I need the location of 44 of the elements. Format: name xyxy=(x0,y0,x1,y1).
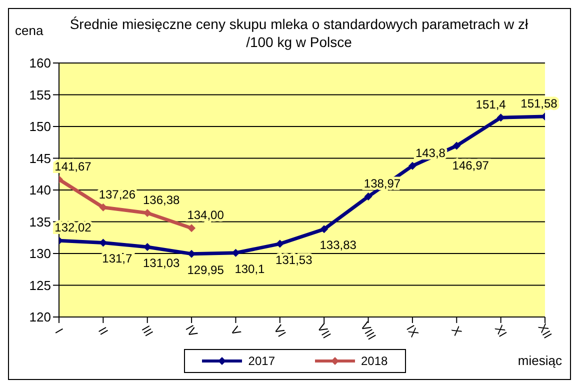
data-label: 131,7 xyxy=(102,252,133,266)
x-tick-label: II xyxy=(95,324,111,338)
y-tick-label: 160 xyxy=(29,56,51,71)
x-tick-label: V xyxy=(228,324,244,338)
y-tick-label: 120 xyxy=(29,310,51,325)
legend-label: 2017 xyxy=(248,354,275,368)
point xyxy=(320,225,328,234)
x-tick-label: I xyxy=(52,326,66,336)
x-tick-label: III xyxy=(138,323,156,339)
x-tick-label: IV xyxy=(182,322,200,340)
data-label: 131,03 xyxy=(143,256,180,270)
data-label: 129,95 xyxy=(187,262,224,277)
point xyxy=(452,142,461,150)
x-tick-label: XII xyxy=(535,321,555,341)
x-axis-title: miesiąc xyxy=(518,353,562,368)
y-tick-label: 140 xyxy=(29,182,51,198)
data-label: 133,83 xyxy=(320,238,357,252)
data-label: 130,1 xyxy=(234,262,266,276)
data-label: 151,58 xyxy=(520,96,558,110)
point xyxy=(408,162,416,170)
y-tick-label: 155 xyxy=(29,87,51,102)
legend-label: 2018 xyxy=(361,354,388,368)
y-tick-label: 125 xyxy=(29,278,51,293)
data-label: 151,4 xyxy=(476,98,506,112)
data-label: 137,26 xyxy=(98,187,136,202)
y-tick-label: 145 xyxy=(29,150,51,166)
data-label: 136,38 xyxy=(143,192,180,207)
x-tick-label: VIII xyxy=(358,320,379,342)
y-tick-label: 150 xyxy=(29,119,51,134)
data-label: 131,53 xyxy=(276,252,313,267)
x-tick-label: X xyxy=(448,324,465,338)
x-tick-label: IX xyxy=(404,322,422,340)
chart-title: Średnie miesięczne ceny skupu mleka o standardowych parametrach w zł /100 kg w Polsce xyxy=(69,15,529,51)
y-tick-label: 135 xyxy=(29,214,51,230)
point xyxy=(364,192,372,201)
point xyxy=(276,240,284,248)
x-tick-label: VI xyxy=(271,322,289,340)
y-axis-title: cena xyxy=(15,23,44,38)
x-tick-label: VII xyxy=(314,321,334,341)
point xyxy=(188,224,196,232)
x-tick-label: XI xyxy=(492,322,510,340)
data-label: 134,00 xyxy=(187,208,224,222)
data-label: 146,97 xyxy=(452,158,490,173)
y-tick-label: 130 xyxy=(29,246,51,262)
